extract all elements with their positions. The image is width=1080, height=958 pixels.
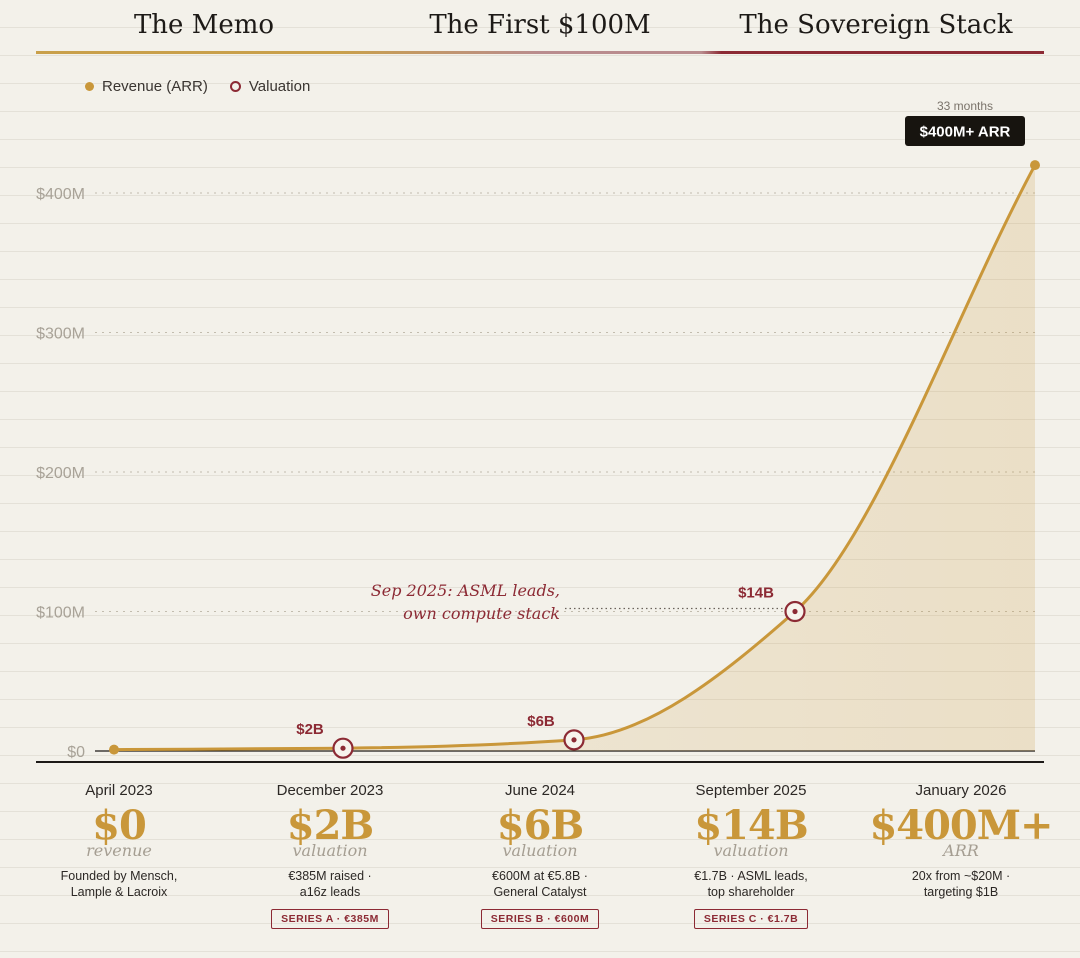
milestone-desc-line: Founded by Mensch, xyxy=(60,869,178,883)
legend-item-revenue: Revenue (ARR) xyxy=(85,78,208,95)
milestone-kind: ARR xyxy=(943,841,979,860)
annotation-line-1: Sep 2025: ASML leads, xyxy=(371,581,560,600)
milestone-desc-line: Lample & Lacroix xyxy=(70,885,168,899)
y-tick-label: $200M xyxy=(36,465,85,482)
milestone-date: June 2024 xyxy=(504,782,576,799)
milestone-september-2025: September 2025 $14B valuation €1.7B · AS… xyxy=(646,780,856,929)
valuation-label: $14B xyxy=(738,585,774,602)
milestone-kind: valuation xyxy=(502,841,578,860)
milestone-description: €385M raised · a16z leads xyxy=(225,868,435,900)
milestone-june-2024: June 2024 $6B valuation €600M at €5.8B ·… xyxy=(435,780,645,929)
valuation-ring-center xyxy=(571,737,577,743)
milestone-kind: valuation xyxy=(292,841,368,860)
y-tick-label: $100M xyxy=(36,605,85,622)
y-tick-label: $300M xyxy=(36,326,85,343)
legend: Revenue (ARR) Valuation xyxy=(85,78,332,95)
milestone-date: April 2023 xyxy=(85,782,153,799)
milestone-value: $2B xyxy=(286,802,374,849)
revenue-chart: $0 $100M $200M $300M $400M Sep 2025: ASML lea… xyxy=(36,99,1044,763)
end-badge-label: $400M+ ARR xyxy=(920,124,1011,141)
era-title-sovereign-stack: The Sovereign Stack xyxy=(739,10,1013,40)
milestone-description: €600M at €5.8B · General Catalyst xyxy=(435,868,645,900)
revenue-point-end xyxy=(1030,160,1040,171)
valuation-ring-center xyxy=(340,745,346,751)
milestone-desc-line: top shareholder xyxy=(707,885,795,899)
y-tick-label: $400M xyxy=(36,186,85,203)
milestone-value: $400M+ xyxy=(869,802,1053,849)
milestone-value: $14B xyxy=(694,802,808,849)
revenue-line xyxy=(112,163,1037,752)
ring-icon xyxy=(229,81,241,92)
milestone-december-2023: December 2023 $2B valuation €385M raised… xyxy=(225,780,435,929)
milestone-date: December 2023 xyxy=(276,782,384,799)
milestone-value: $6B xyxy=(496,802,584,849)
milestone-april-2023: April 2023 $0 revenue Founded by Mensch,… xyxy=(14,780,224,900)
months-label: 33 months xyxy=(937,99,993,113)
filled-dot-icon xyxy=(85,82,94,91)
legend-item-valuation: Valuation xyxy=(229,78,311,95)
series-c-badge: SERIES C · €1.7B xyxy=(693,909,809,929)
milestone-description: Founded by Mensch, Lample & Lacroix xyxy=(14,868,224,900)
milestone-value: $0 xyxy=(92,802,147,849)
milestone-january-2026: January 2026 $400M+ ARR 20x from ~$20M ·… xyxy=(856,780,1066,900)
annotation-line-2: own compute stack xyxy=(403,604,560,623)
milestone-kind: valuation xyxy=(713,841,789,860)
valuation-ring-center xyxy=(792,608,798,615)
legend-revenue-label: Revenue (ARR) xyxy=(102,78,208,95)
valuation-label: $6B xyxy=(527,713,555,730)
milestone-date: September 2025 xyxy=(695,782,807,799)
era-title-memo: The Memo xyxy=(133,10,275,40)
valuation-label: $2B xyxy=(296,721,324,738)
era-rule xyxy=(36,51,1044,54)
end-badge-bg xyxy=(905,116,1025,146)
revenue-area xyxy=(114,165,1035,752)
series-a-badge: SERIES A · €385M xyxy=(271,909,389,929)
milestone-desc-line: €600M at €5.8B · xyxy=(492,869,588,883)
milestone-desc-line: targeting $1B xyxy=(923,885,999,899)
milestones: April 2023 $0 revenue Founded by Mensch,… xyxy=(14,780,1066,950)
legend-valuation-label: Valuation xyxy=(248,78,311,95)
era-title-first-100m: The First $100M xyxy=(429,10,651,40)
revenue-point-start xyxy=(109,744,119,755)
milestone-desc-line: €385M raised · xyxy=(288,869,372,883)
milestone-date: January 2026 xyxy=(915,782,1007,799)
milestone-desc-line: General Catalyst xyxy=(493,885,587,899)
milestone-description: 20x from ~$20M · targeting $1B xyxy=(856,868,1066,900)
series-b-badge: SERIES B · €600M xyxy=(480,909,600,929)
y-tick-label: $0 xyxy=(67,744,85,761)
milestone-desc-line: a16z leads xyxy=(299,885,361,899)
era-header: The Memo The First $100M The Sovereign S… xyxy=(36,0,1044,56)
milestone-desc-line: 20x from ~$20M · xyxy=(911,869,1011,883)
milestone-kind: revenue xyxy=(86,841,152,860)
milestone-description: €1.7B · ASML leads, top shareholder xyxy=(646,868,856,900)
milestone-desc-line: €1.7B · ASML leads, xyxy=(694,869,808,883)
